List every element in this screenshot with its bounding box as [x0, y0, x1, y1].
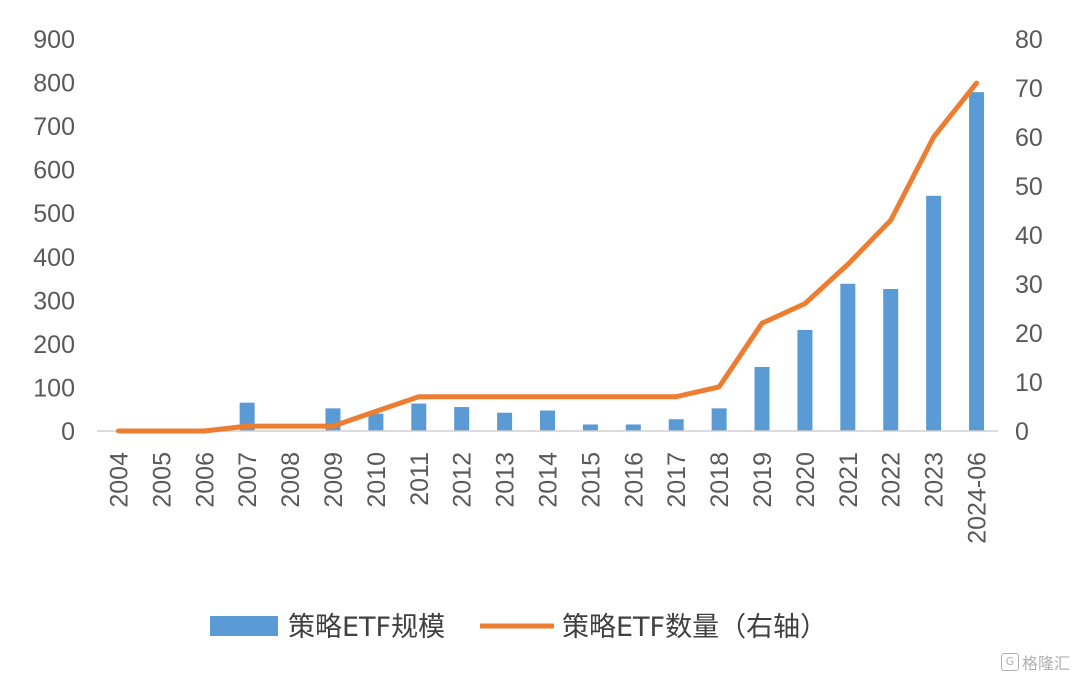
bar	[582, 424, 598, 431]
right-tick-label: 0	[1015, 418, 1029, 446]
right-tick-label: 10	[1015, 369, 1043, 397]
legend-line-label: 策略ETF数量（右轴）	[562, 612, 827, 643]
right-tick-label: 30	[1015, 271, 1043, 299]
x-tick-label: 2006	[191, 452, 219, 508]
bar	[454, 407, 470, 431]
x-tick-label: 2024-06	[964, 452, 992, 544]
x-tick-label: 2019	[749, 452, 777, 508]
x-tick-label: 2009	[320, 452, 348, 508]
left-tick-label: 300	[33, 287, 75, 315]
x-tick-label: 2021	[835, 452, 863, 508]
left-tick-label: 800	[33, 70, 75, 98]
bar	[668, 419, 684, 431]
legend-bar-label: 策略ETF规模	[288, 612, 445, 643]
bar	[711, 408, 727, 431]
x-tick-label: 2005	[148, 452, 176, 508]
right-tick-label: 70	[1015, 75, 1043, 103]
legend-bar-swatch	[210, 616, 278, 636]
left-tick-label: 900	[33, 26, 75, 54]
x-tick-label: 2016	[620, 452, 648, 508]
x-tick-label: 2004	[105, 452, 133, 508]
watermark: G 格隆汇	[1000, 650, 1070, 674]
left-tick-label: 200	[33, 331, 75, 359]
left-tick-label: 500	[33, 200, 75, 228]
left-tick-label: 0	[61, 418, 75, 446]
bar	[969, 92, 985, 431]
right-tick-label: 20	[1015, 320, 1043, 348]
left-axis-ticks: 0 100 200 300 400 500 600 700 800 900	[33, 26, 75, 446]
bar	[540, 410, 555, 431]
x-tick-label: 2008	[277, 452, 305, 508]
left-tick-label: 100	[33, 374, 75, 402]
x-tick-label: 2011	[406, 452, 434, 506]
bar	[625, 424, 641, 431]
left-tick-label: 700	[33, 113, 75, 141]
x-tick-label: 2013	[492, 452, 520, 508]
bar-series	[239, 92, 985, 431]
right-axis-ticks: 0 10 20 30 40 50 60 70 80	[1015, 26, 1043, 446]
bar	[368, 413, 384, 431]
left-tick-label: 400	[33, 244, 75, 272]
x-tick-label: 2017	[663, 452, 691, 508]
right-tick-label: 50	[1015, 173, 1043, 201]
right-tick-label: 80	[1015, 26, 1043, 54]
bar	[883, 289, 899, 431]
line-series	[115, 80, 980, 434]
left-tick-label: 600	[33, 157, 75, 185]
right-tick-label: 40	[1015, 222, 1043, 250]
bar	[797, 329, 813, 431]
x-axis-ticks: 2004 2005 2006 2007 2008 2009 2010 2011 2012 2013…	[105, 452, 991, 544]
x-tick-label: 2010	[363, 452, 391, 508]
gelonghui-logo-icon: G	[1000, 653, 1019, 671]
right-tick-label: 60	[1015, 124, 1043, 152]
watermark-label: 格隆汇	[1021, 654, 1070, 673]
x-tick-label: 2023	[921, 452, 949, 508]
x-tick-label: 2007	[234, 452, 262, 508]
x-tick-label: 2018	[706, 452, 734, 508]
bar	[497, 412, 513, 431]
x-tick-label: 2014	[535, 452, 563, 508]
x-tick-label: 2012	[449, 452, 477, 508]
x-tick-label: 2020	[792, 452, 820, 508]
bar	[840, 283, 856, 431]
x-tick-label: 2015	[577, 452, 605, 508]
x-tick-label: 2022	[878, 452, 906, 508]
bar	[411, 403, 427, 431]
bar	[926, 195, 942, 431]
legend: 策略ETF规模 策略ETF数量（右轴）	[210, 612, 827, 643]
bar	[754, 366, 770, 431]
